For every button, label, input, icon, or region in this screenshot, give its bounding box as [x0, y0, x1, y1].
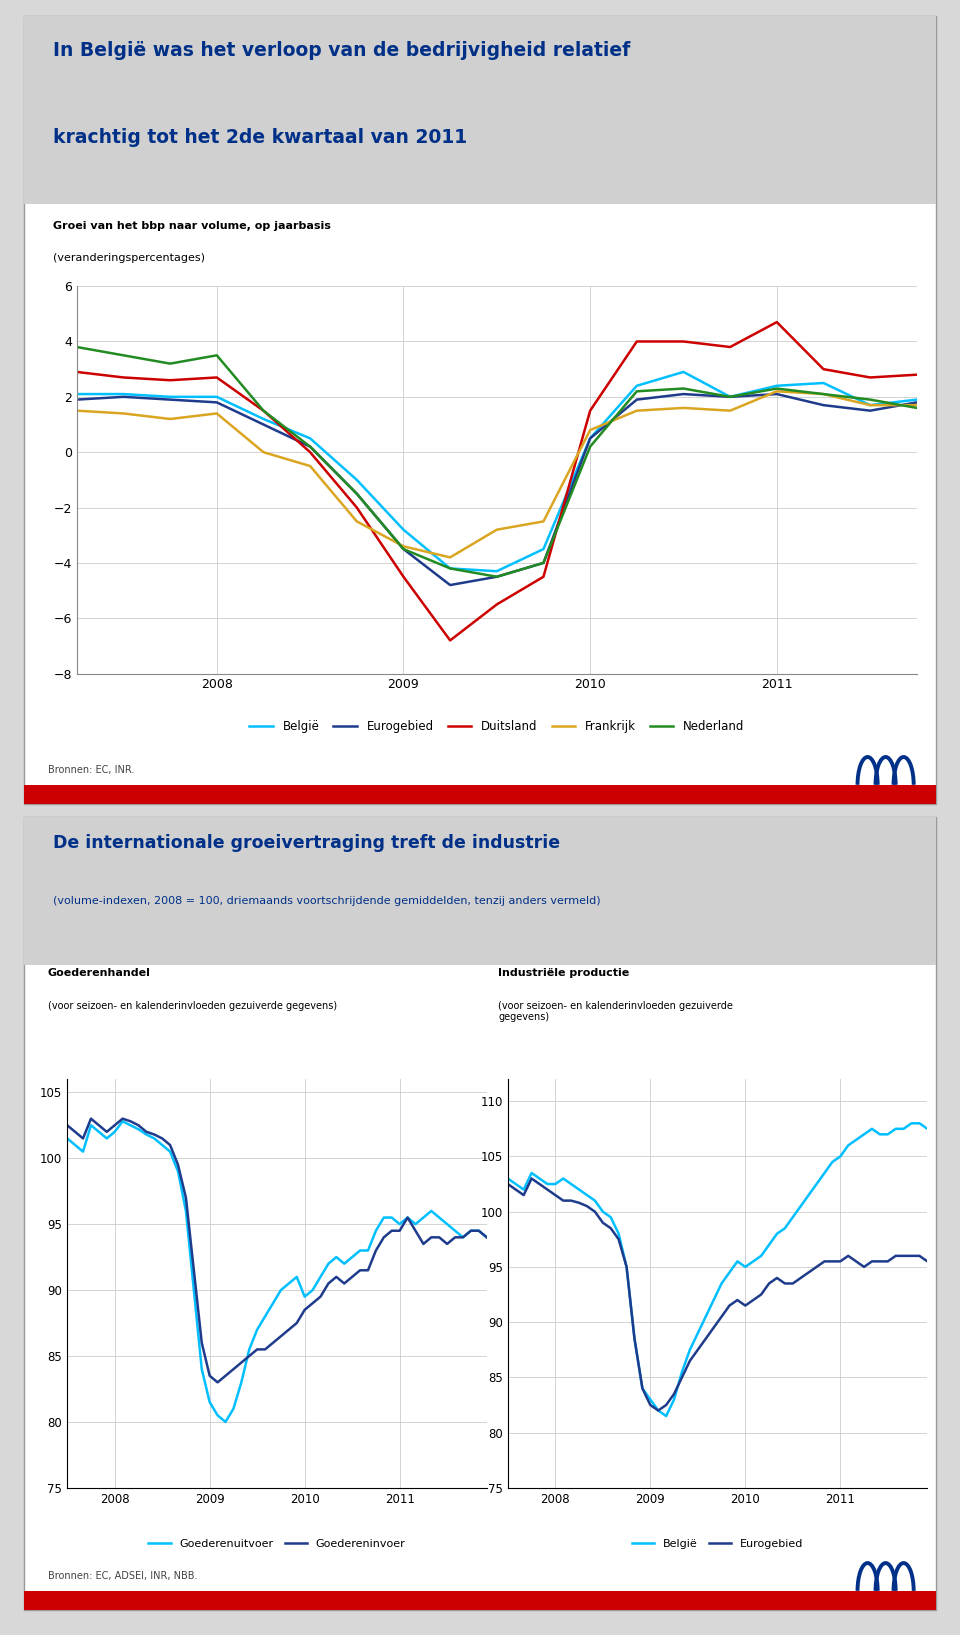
- Text: De internationale groeivertraging treft de industrie: De internationale groeivertraging treft …: [53, 834, 560, 852]
- Text: krachtig tot het 2de kwartaal van 2011: krachtig tot het 2de kwartaal van 2011: [53, 128, 467, 147]
- Text: (volume-indexen, 2008 = 100, driemaands voortschrijdende gemiddelden, tenzij and: (volume-indexen, 2008 = 100, driemaands …: [53, 896, 600, 906]
- Text: Industriële productie: Industriële productie: [498, 968, 630, 978]
- Text: Bronnen: EC, ADSEI, INR, NBB.: Bronnen: EC, ADSEI, INR, NBB.: [48, 1571, 198, 1581]
- Legend: Goederenuitvoer, Goedereninvoer: Goederenuitvoer, Goedereninvoer: [144, 1535, 410, 1553]
- Text: 30: 30: [34, 1594, 50, 1607]
- Legend: België, Eurogebied, Duitsland, Frankrijk, Nederland: België, Eurogebied, Duitsland, Frankrijk…: [245, 714, 749, 737]
- Text: (voor seizoen- en kalenderinvloeden gezuiverde
gegevens): (voor seizoen- en kalenderinvloeden gezu…: [498, 1001, 733, 1022]
- Text: Groei van het bbp naar volume, op jaarbasis: Groei van het bbp naar volume, op jaarba…: [53, 221, 330, 231]
- Text: (veranderingspercentages): (veranderingspercentages): [53, 253, 204, 263]
- Text: In België was het verloop van de bedrijvigheid relatief: In België was het verloop van de bedrijv…: [53, 41, 630, 60]
- Text: (voor seizoen- en kalenderinvloeden gezuiverde gegevens): (voor seizoen- en kalenderinvloeden gezu…: [48, 1001, 337, 1010]
- Text: 29: 29: [34, 788, 49, 801]
- Text: Bronnen: EC, INR.: Bronnen: EC, INR.: [48, 765, 134, 775]
- Text: Goederenhandel: Goederenhandel: [48, 968, 151, 978]
- Legend: België, Eurogebied: België, Eurogebied: [628, 1535, 807, 1553]
